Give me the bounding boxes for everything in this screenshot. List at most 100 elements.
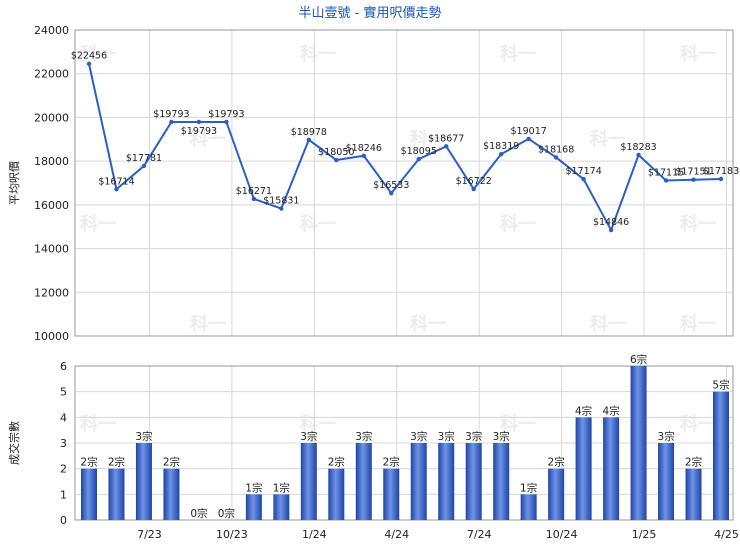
count-data-label: 4宗 [602, 404, 619, 417]
x-tick-label: 4/24 [384, 528, 409, 541]
watermark-text: 科一 [590, 128, 626, 150]
price-data-label: $17151 [675, 167, 711, 178]
count-bar [355, 443, 372, 520]
price-data-label: $19793 [208, 109, 244, 120]
count-data-label: 5宗 [712, 379, 729, 392]
count-bar [685, 468, 702, 520]
count-y-tick-label: 4 [60, 411, 67, 424]
price-point [334, 157, 339, 163]
count-y-tick-label: 1 [60, 488, 67, 501]
count-y-tick-label: 6 [60, 360, 67, 373]
price-point [169, 119, 174, 125]
count-bar [245, 494, 262, 520]
count-bar [713, 391, 729, 520]
count-data-label: 3宗 [355, 430, 372, 443]
price-plot-frame [74, 29, 734, 337]
count-y-ticks: 0 1 2 3 4 5 6 [60, 360, 67, 527]
price-data-label: $17183 [703, 166, 739, 177]
price-point [553, 155, 559, 160]
count-data-label: 3宗 [465, 430, 482, 443]
watermark-text: 科一 [190, 128, 226, 150]
watermark-text: 科一 [680, 213, 716, 235]
count-data-labels: 2宗 2宗 3宗 2宗 0宗 0宗 1宗 1宗 3宗 2宗 3宗 2宗 3宗 3宗 3宗 3宗 1宗 2宗 4宗 4宗… [80, 353, 729, 520]
count-bar [658, 443, 675, 520]
count-data-label: 3宗 [657, 430, 674, 443]
price-data-label: $16722 [456, 176, 492, 187]
count-data-label: 3宗 [410, 430, 427, 443]
price-point [663, 178, 669, 183]
price-data-label: $18319 [483, 141, 519, 152]
price-data-label: $16533 [373, 180, 409, 191]
count-bar [300, 443, 317, 520]
watermark-text: 科一 [500, 43, 536, 65]
count-data-label: 2宗 [163, 456, 180, 469]
count-bars [81, 366, 729, 520]
count-data-label: 1宗 [245, 481, 262, 494]
count-bar [520, 494, 537, 520]
count-data-label: 2宗 [328, 456, 345, 469]
price-point [636, 152, 641, 158]
count-y-tick-label: 3 [60, 437, 67, 450]
price-y-tick-label: 12000 [34, 286, 69, 299]
count-data-label: 0宗 [190, 507, 207, 520]
x-tick-label: 1/24 [302, 528, 327, 541]
count-bar [383, 468, 400, 520]
price-y-tick-label: 20000 [34, 111, 69, 124]
price-point [389, 191, 394, 196]
count-bar [135, 443, 152, 520]
price-data-label: $18677 [428, 133, 464, 144]
price-point [196, 119, 202, 125]
count-bar [548, 468, 565, 520]
watermark-text: 科一 [590, 313, 626, 335]
count-data-label: 2宗 [383, 456, 400, 469]
count-data-label: 0宗 [218, 507, 235, 520]
price-y-tick-label: 24000 [34, 24, 69, 37]
count-y-tick-label: 0 [60, 514, 67, 527]
price-point [361, 153, 366, 158]
watermark-text: 科一 [300, 43, 336, 65]
watermark-text: 科一 [80, 43, 116, 65]
count-bar [108, 468, 125, 520]
price-y-tick-label: 18000 [34, 155, 69, 168]
price-data-label: $18050 [318, 147, 354, 158]
watermark-text: 科一 [680, 313, 716, 335]
count-bar [630, 366, 647, 520]
count-data-label: 6宗 [630, 353, 647, 366]
price-data-label: $16714 [98, 176, 134, 187]
count-bar [273, 494, 290, 520]
count-y-tick-label: 5 [60, 386, 67, 399]
price-point [279, 206, 284, 211]
x-tick-label: 10/24 [546, 528, 578, 541]
count-bar [575, 417, 592, 520]
price-point [718, 176, 724, 182]
count-bar [410, 443, 427, 520]
count-bar [465, 443, 482, 520]
count-data-label: 2宗 [80, 456, 97, 469]
price-point [416, 156, 421, 162]
price-point [608, 227, 614, 233]
price-point [526, 136, 531, 142]
price-point [114, 187, 119, 192]
price-y-tick-label: 16000 [34, 199, 69, 212]
price-data-label: $17174 [565, 166, 601, 177]
count-bar [438, 443, 455, 520]
price-data-label: $14846 [593, 217, 629, 228]
price-data-label: $19017 [511, 126, 547, 137]
price-point [141, 163, 147, 169]
watermark-text: 科一 [500, 413, 536, 435]
price-y-ticks: 10000 12000 14000 16000 18000 20000 22000 24000 [34, 24, 69, 343]
price-point [691, 177, 696, 182]
watermark-text: 科一 [300, 213, 336, 235]
price-data-label: $18095 [401, 146, 437, 157]
price-y-tick-label: 14000 [34, 243, 69, 256]
price-data-label: $18283 [620, 142, 656, 153]
count-data-label: 3宗 [493, 430, 510, 443]
price-data-label: $17115 [648, 167, 684, 178]
price-data-label: $19793 [153, 109, 189, 120]
count-data-label: 4宗 [575, 404, 592, 417]
price-point [86, 61, 92, 66]
count-y-axis-label: 成交宗數 [7, 421, 21, 465]
count-data-label: 2宗 [685, 456, 702, 469]
watermark-text: 科一 [500, 213, 536, 235]
